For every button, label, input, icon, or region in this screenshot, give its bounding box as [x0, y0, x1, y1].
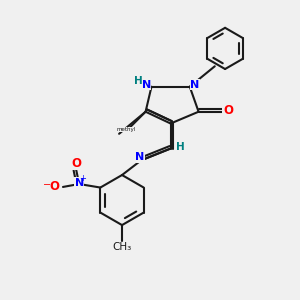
Text: N: N: [190, 80, 200, 90]
Text: H: H: [176, 142, 184, 152]
Text: CH₃: CH₃: [112, 242, 132, 252]
Text: +: +: [80, 174, 86, 183]
Text: O: O: [71, 157, 81, 170]
Text: O: O: [50, 180, 60, 193]
Text: −: −: [43, 180, 51, 190]
Text: N: N: [142, 80, 151, 90]
Text: N: N: [74, 178, 84, 188]
Text: methyl: methyl: [117, 127, 136, 132]
Text: O: O: [223, 104, 233, 117]
Text: H: H: [134, 76, 143, 86]
Text: N: N: [135, 152, 144, 162]
